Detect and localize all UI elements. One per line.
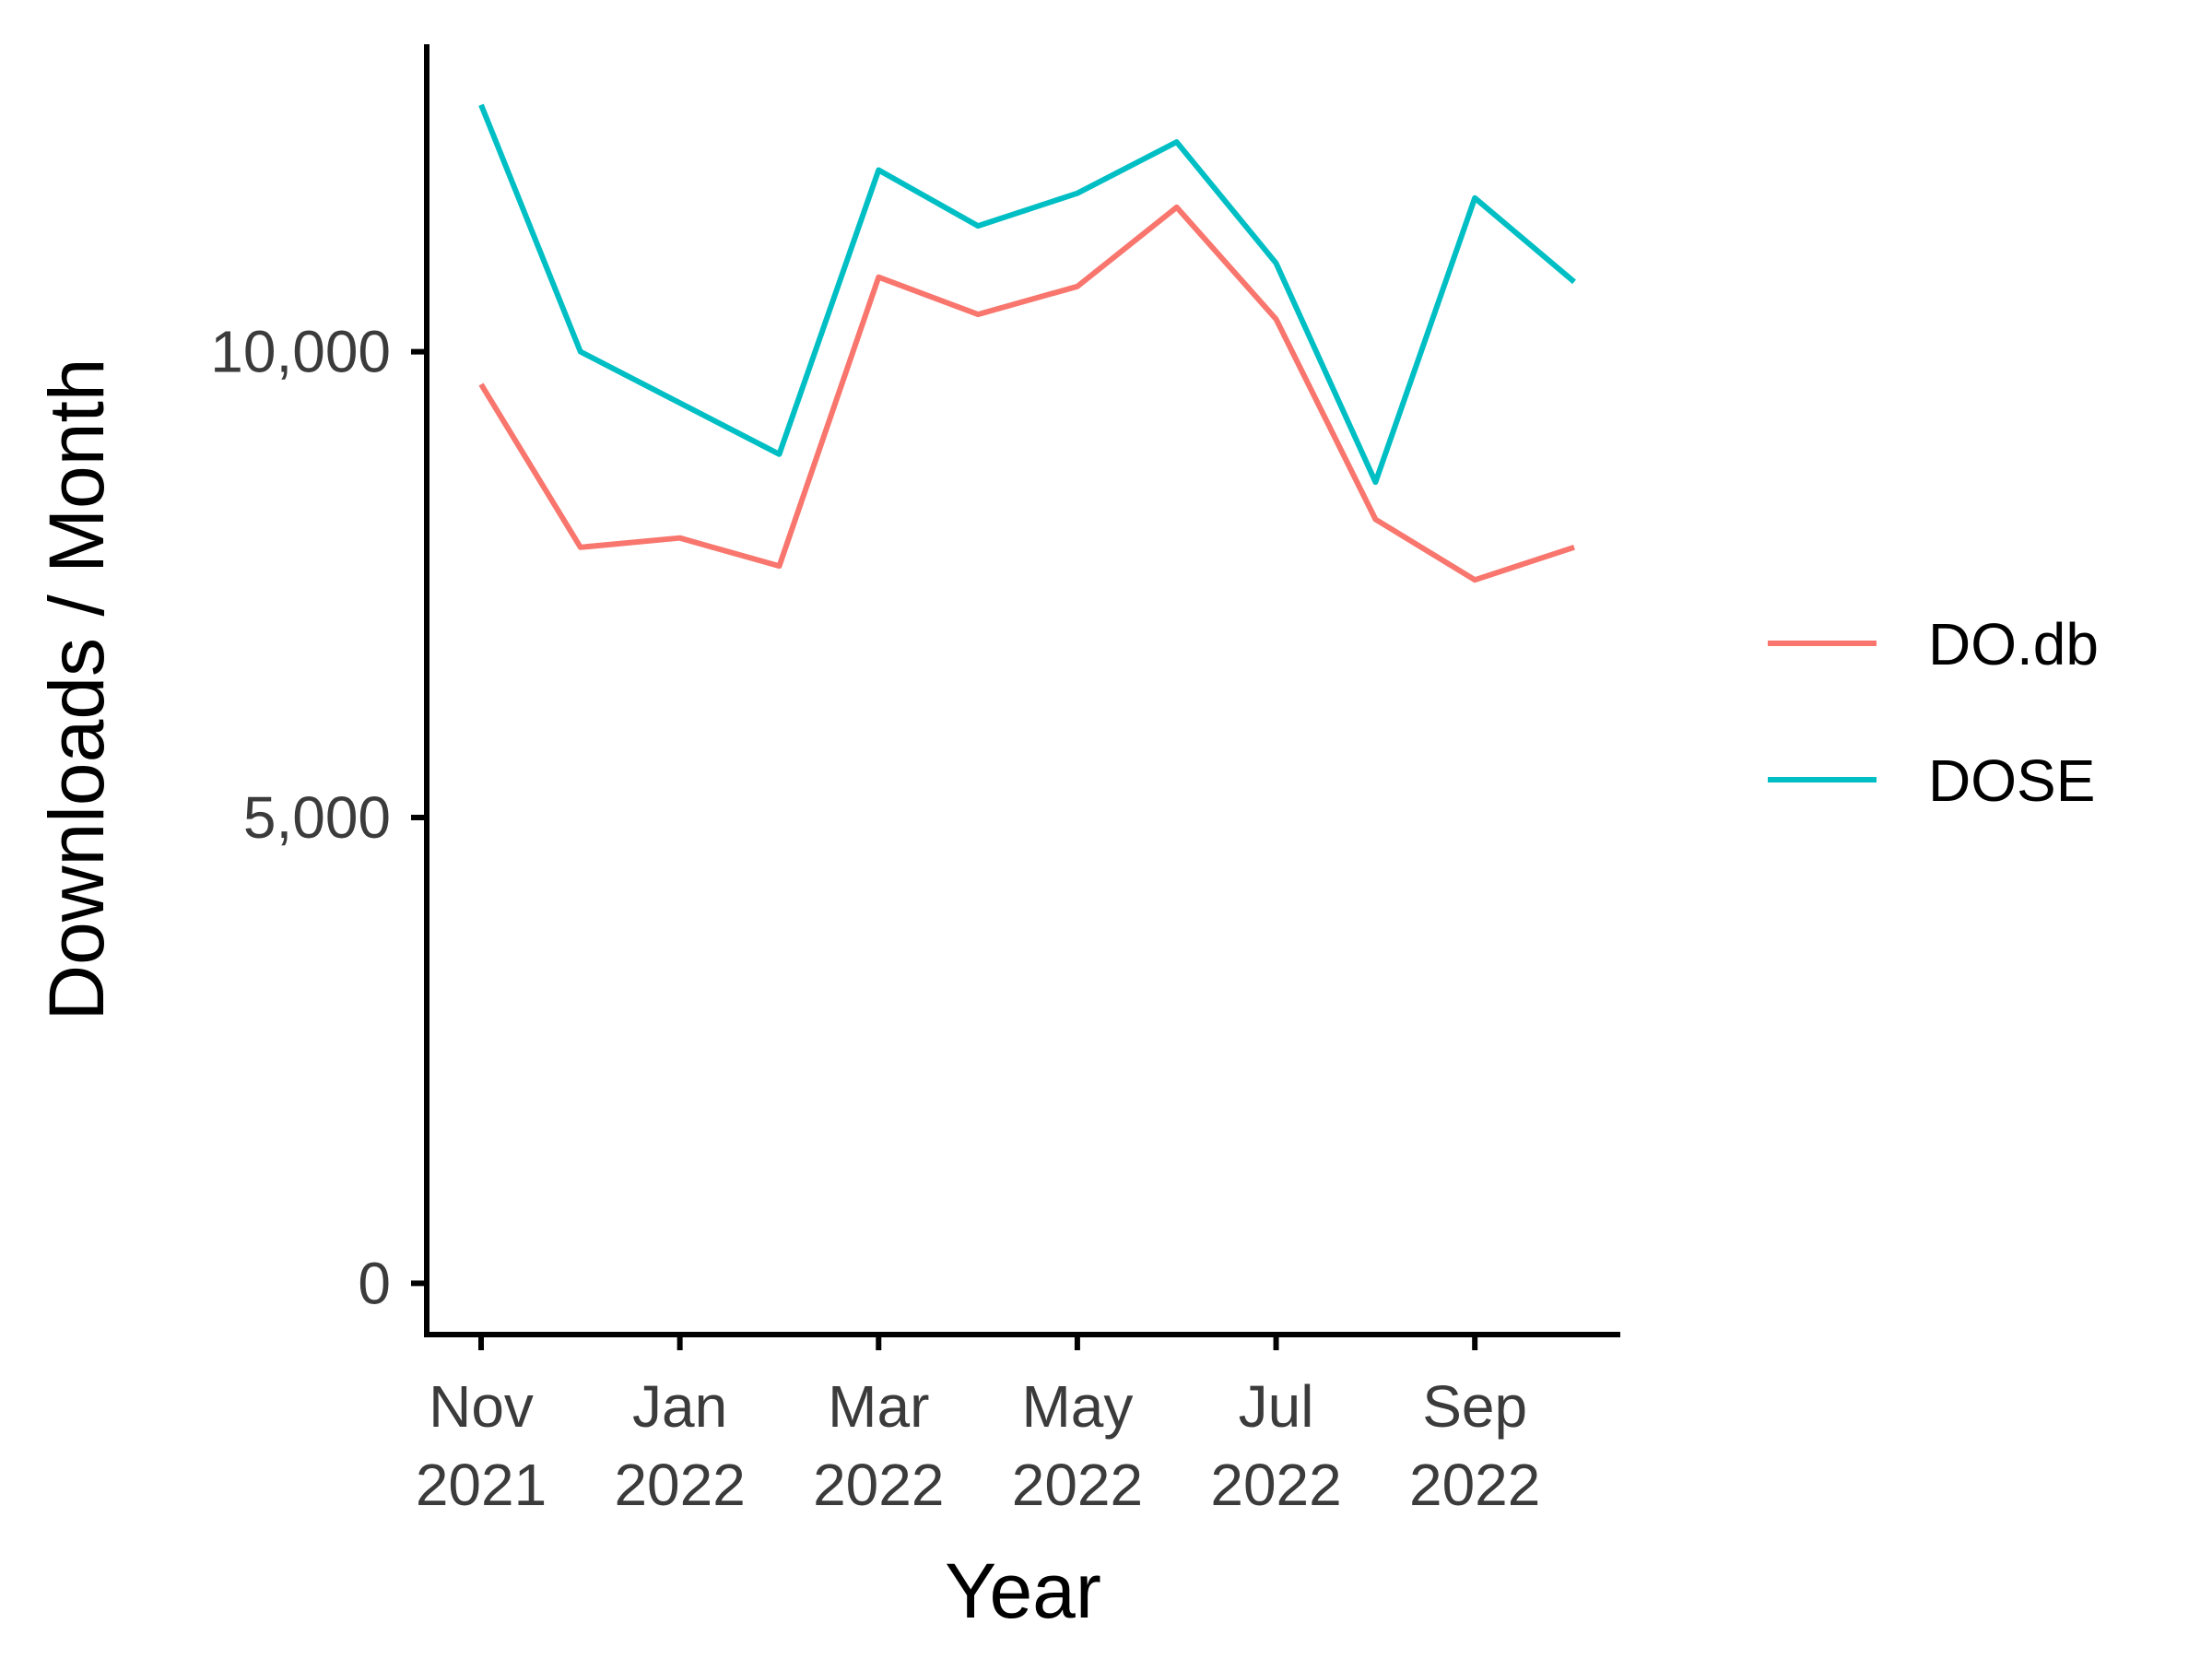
x-tick-label-year: 2022	[1012, 1452, 1143, 1518]
x-tick-label-month: Mar	[828, 1373, 929, 1440]
series-line-dose	[478, 103, 1576, 486]
series-line-do-db	[478, 204, 1575, 583]
x-tick-label-month: Jul	[1239, 1373, 1314, 1440]
x-tick-label-year: 2022	[614, 1452, 745, 1518]
x-tick-label-month: May	[1021, 1373, 1133, 1440]
x-tick-label-month: Sep	[1422, 1373, 1527, 1440]
x-tick-label-year: 2021	[416, 1452, 547, 1518]
x-tick-label-month: Jan	[632, 1373, 727, 1440]
legend: DO.db DOSE	[1768, 611, 2099, 814]
x-axis-ticks: Nov 2021 Jan 2022 Mar 2022 May 2022 Jul 2022 Sep 20…	[416, 1335, 1540, 1518]
series-layer	[478, 103, 1576, 583]
x-tick-label-month: Nov	[429, 1373, 534, 1440]
x-tick-label-year: 2022	[813, 1452, 944, 1518]
legend-label-dose: DOSE	[1928, 747, 2095, 814]
x-tick-label-year: 2022	[1210, 1452, 1341, 1518]
y-axis-title: Downloads / Month	[33, 358, 120, 1020]
y-tick-label: 10,000	[210, 319, 391, 385]
x-axis-title: Year	[945, 1547, 1101, 1634]
y-tick-label: 0	[358, 1250, 391, 1316]
legend-label-do-db: DO.db	[1928, 611, 2099, 677]
y-tick-label: 5,000	[243, 784, 391, 851]
x-tick-label-year: 2022	[1409, 1452, 1540, 1518]
y-axis-ticks: 0 5,000 10,000	[210, 319, 427, 1316]
